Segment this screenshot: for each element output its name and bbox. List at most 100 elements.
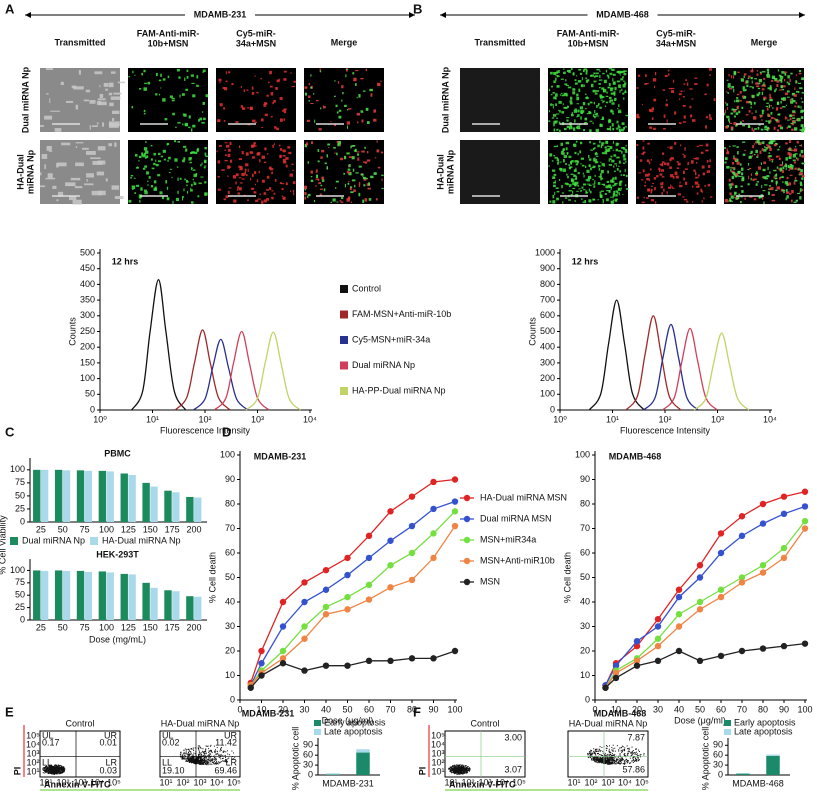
- speck: [779, 145, 781, 148]
- event-dot: [57, 772, 59, 774]
- speck: [153, 162, 156, 166]
- plot-title: Control: [470, 718, 499, 728]
- y-tick-label: 100: [10, 565, 25, 575]
- speck: [778, 79, 783, 82]
- speck: [555, 103, 557, 106]
- speck: [201, 162, 203, 165]
- event-dot: [183, 752, 185, 754]
- speck: [589, 141, 591, 144]
- speck: [568, 166, 572, 170]
- speck: [113, 92, 122, 95]
- speck: [759, 142, 762, 146]
- marker: [279, 655, 287, 662]
- bar: [106, 471, 114, 522]
- legend-label: Late apoptosis: [324, 726, 383, 736]
- speck: [224, 149, 226, 152]
- speck: [775, 107, 779, 111]
- event-dot: [223, 750, 225, 752]
- series-line: [625, 315, 682, 411]
- marker: [322, 566, 330, 574]
- event-dot: [210, 758, 212, 760]
- speck: [552, 200, 556, 204]
- y-tick-label: 25: [15, 503, 25, 513]
- speck: [171, 99, 175, 102]
- micrograph: [40, 68, 120, 132]
- speck: [348, 171, 352, 176]
- bar: [84, 470, 93, 522]
- speck: [560, 78, 564, 80]
- speck: [773, 169, 777, 172]
- event-dot: [215, 760, 217, 762]
- marker: [301, 598, 308, 606]
- event-dot: [190, 753, 192, 755]
- speck: [751, 127, 754, 131]
- speck: [587, 102, 590, 106]
- event-dot: [185, 753, 187, 755]
- speck: [798, 82, 802, 85]
- speck: [741, 176, 745, 180]
- speck: [576, 190, 579, 192]
- event-dot: [49, 770, 51, 772]
- panel-label: D: [222, 424, 231, 439]
- event-dot: [198, 750, 200, 752]
- speck: [608, 68, 613, 70]
- event-dot: [457, 773, 459, 775]
- speck: [251, 187, 255, 190]
- speck: [558, 100, 562, 104]
- speck: [328, 146, 330, 148]
- speck: [376, 149, 380, 153]
- speck: [287, 146, 291, 149]
- speck: [330, 121, 332, 123]
- speck: [742, 153, 746, 156]
- speck: [731, 108, 735, 111]
- speck: [381, 178, 383, 181]
- x-tick-label: 10⁰: [93, 414, 107, 424]
- event-dot: [217, 752, 219, 754]
- speck: [576, 96, 580, 101]
- speck: [706, 170, 711, 173]
- speck: [261, 155, 266, 159]
- speck: [659, 173, 663, 176]
- event-dot: [197, 757, 199, 759]
- speck: [566, 105, 569, 108]
- speck: [800, 183, 803, 187]
- speck: [669, 166, 672, 169]
- speck: [365, 107, 369, 111]
- bar: [120, 573, 128, 620]
- speck: [110, 71, 116, 74]
- speck: [751, 112, 754, 114]
- speck: [204, 192, 208, 196]
- speck: [362, 175, 364, 177]
- speck: [616, 156, 620, 159]
- speck: [613, 183, 617, 186]
- speck: [687, 161, 689, 166]
- event-dot: [190, 762, 192, 764]
- speck: [786, 191, 790, 194]
- event-dot: [464, 767, 466, 769]
- event-dot: [207, 760, 209, 762]
- speck: [724, 109, 727, 114]
- speck: [588, 111, 592, 115]
- speck: [621, 146, 625, 149]
- speck: [653, 127, 656, 130]
- speck: [263, 192, 267, 195]
- speck: [590, 83, 594, 88]
- event-dot: [58, 766, 60, 768]
- event-dot: [206, 745, 208, 747]
- speck: [171, 97, 175, 99]
- speck: [666, 99, 668, 102]
- event-dot: [61, 769, 63, 771]
- marker: [801, 517, 809, 525]
- speck: [682, 121, 687, 123]
- speck: [599, 94, 602, 98]
- speck: [613, 190, 616, 195]
- speck: [800, 97, 802, 100]
- speck: [742, 89, 746, 92]
- speck: [556, 197, 559, 201]
- event-dot: [224, 754, 226, 756]
- speck: [185, 148, 188, 152]
- event-dot: [208, 759, 210, 761]
- speck: [355, 69, 359, 72]
- speck: [779, 176, 781, 180]
- speck: [734, 157, 737, 161]
